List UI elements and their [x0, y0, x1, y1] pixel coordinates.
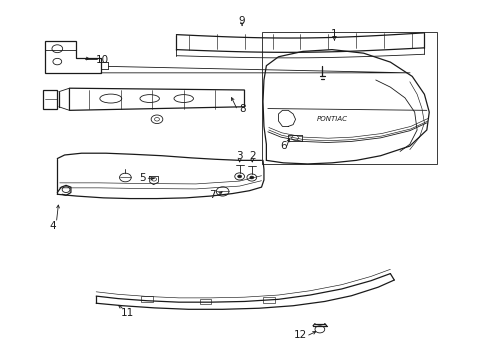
Circle shape [237, 175, 241, 178]
Bar [141, 296, 153, 302]
Text: 3: 3 [236, 151, 243, 161]
Text: 11: 11 [121, 308, 134, 318]
Text: 10: 10 [96, 55, 109, 65]
Text: 9: 9 [238, 16, 245, 26]
Bar [200, 298, 211, 304]
Bar [261, 32, 436, 164]
Circle shape [249, 176, 253, 179]
Text: 5: 5 [139, 173, 145, 183]
Text: 12: 12 [293, 330, 306, 340]
Text: 7: 7 [209, 190, 216, 200]
Text: 1: 1 [330, 29, 337, 39]
Text: 6: 6 [280, 141, 286, 151]
Text: 4: 4 [49, 221, 56, 231]
Text: 2: 2 [248, 151, 255, 161]
Text: PONTIAC: PONTIAC [316, 116, 347, 122]
Bar [263, 297, 274, 302]
Text: 8: 8 [238, 104, 245, 114]
